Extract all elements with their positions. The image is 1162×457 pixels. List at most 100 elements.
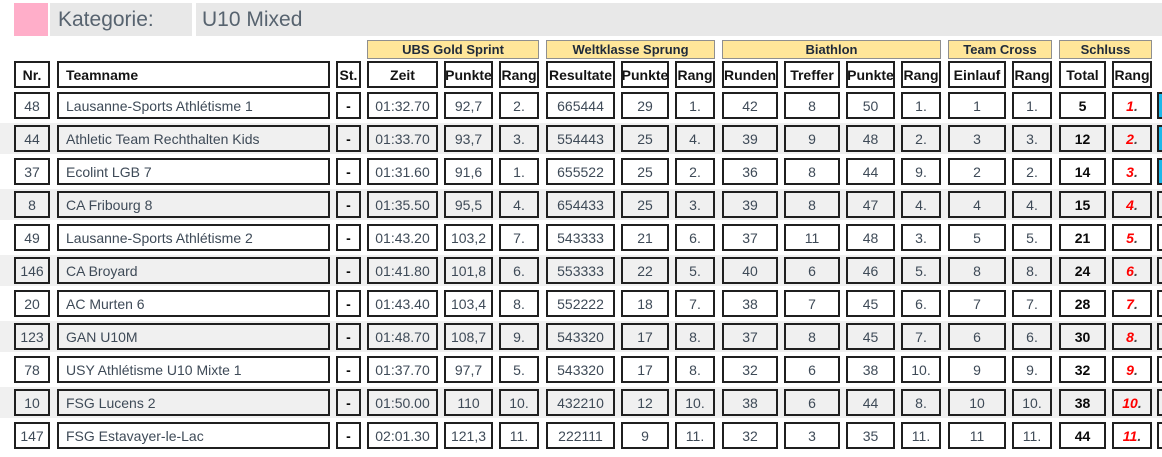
- biathlon-rang-cell[interactable]: 6.: [901, 290, 941, 317]
- biathlon-runden-cell[interactable]: 37: [722, 224, 778, 251]
- sprung-punkte-cell[interactable]: 12: [621, 389, 669, 416]
- biathlon-treffer-cell[interactable]: 8: [784, 323, 840, 350]
- schluss-rang-cell[interactable]: 5.: [1112, 224, 1152, 251]
- biathlon-rang-cell[interactable]: 3.: [901, 224, 941, 251]
- nr-cell[interactable]: 20: [14, 290, 50, 317]
- sprint-punkte-cell[interactable]: 93,7: [444, 125, 493, 152]
- total-cell[interactable]: 32: [1059, 356, 1106, 383]
- sprung-punkte-cell[interactable]: 18: [621, 290, 669, 317]
- nr-cell[interactable]: 146: [14, 257, 50, 284]
- sprint-zeit-cell[interactable]: 01:33.70: [367, 125, 438, 152]
- biathlon-punkte-cell[interactable]: 46: [846, 257, 895, 284]
- sprint-zeit-cell[interactable]: 01:37.70: [367, 356, 438, 383]
- biathlon-rang-cell[interactable]: 11.: [901, 422, 941, 449]
- schluss-rang-cell[interactable]: 3.: [1112, 158, 1152, 185]
- sprint-zeit-cell[interactable]: 01:50.00: [367, 389, 438, 416]
- biathlon-treffer-cell[interactable]: 6: [784, 257, 840, 284]
- sprint-rang-cell[interactable]: 10.: [499, 389, 539, 416]
- sprung-resultate-cell[interactable]: 665444: [546, 92, 615, 119]
- sprint-punkte-cell[interactable]: 103,4: [444, 290, 493, 317]
- sprint-punkte-cell[interactable]: 121,3: [444, 422, 493, 449]
- cross-einlauf-cell[interactable]: 1: [948, 92, 1006, 119]
- schluss-rang-cell[interactable]: 8.: [1112, 323, 1152, 350]
- biathlon-treffer-cell[interactable]: 6: [784, 389, 840, 416]
- st-cell[interactable]: -: [336, 290, 361, 317]
- sprung-punkte-cell[interactable]: 21: [621, 224, 669, 251]
- sprung-rang-cell[interactable]: 5.: [675, 257, 715, 284]
- biathlon-treffer-cell[interactable]: 7: [784, 290, 840, 317]
- sprint-punkte-cell[interactable]: 101,8: [444, 257, 493, 284]
- st-cell[interactable]: -: [336, 422, 361, 449]
- teamname-cell[interactable]: Lausanne-Sports Athlétisme 2: [57, 224, 330, 251]
- st-cell[interactable]: -: [336, 323, 361, 350]
- schluss-rang-cell[interactable]: 9.: [1112, 356, 1152, 383]
- sprint-zeit-cell[interactable]: 01:31.60: [367, 158, 438, 185]
- st-cell[interactable]: -: [336, 389, 361, 416]
- cross-rang-cell[interactable]: 9.: [1012, 356, 1052, 383]
- sprung-rang-cell[interactable]: 11.: [675, 422, 715, 449]
- biathlon-treffer-cell[interactable]: 8: [784, 158, 840, 185]
- sprung-rang-cell[interactable]: 8.: [675, 356, 715, 383]
- teamname-cell[interactable]: USY Athlétisme U10 Mixte 1: [57, 356, 330, 383]
- biathlon-punkte-cell[interactable]: 44: [846, 389, 895, 416]
- sprung-resultate-cell[interactable]: 222111: [546, 422, 615, 449]
- biathlon-punkte-cell[interactable]: 35: [846, 422, 895, 449]
- schluss-rang-cell[interactable]: 1.: [1112, 92, 1152, 119]
- teamname-cell[interactable]: Athletic Team Rechthalten Kids: [57, 125, 330, 152]
- cross-einlauf-cell[interactable]: 7: [948, 290, 1006, 317]
- sprung-punkte-cell[interactable]: 25: [621, 125, 669, 152]
- biathlon-rang-cell[interactable]: 4.: [901, 191, 941, 218]
- total-cell[interactable]: 21: [1059, 224, 1106, 251]
- total-cell[interactable]: 24: [1059, 257, 1106, 284]
- sprung-resultate-cell[interactable]: 543333: [546, 224, 615, 251]
- sprint-punkte-cell[interactable]: 91,6: [444, 158, 493, 185]
- biathlon-rang-cell[interactable]: 2.: [901, 125, 941, 152]
- biathlon-treffer-cell[interactable]: 6: [784, 356, 840, 383]
- sprint-zeit-cell[interactable]: 01:35.50: [367, 191, 438, 218]
- total-cell[interactable]: 5: [1059, 92, 1106, 119]
- biathlon-treffer-cell[interactable]: 9: [784, 125, 840, 152]
- biathlon-runden-cell[interactable]: 40: [722, 257, 778, 284]
- nr-cell[interactable]: 147: [14, 422, 50, 449]
- sprint-zeit-cell[interactable]: 01:41.80: [367, 257, 438, 284]
- cross-einlauf-cell[interactable]: 9: [948, 356, 1006, 383]
- biathlon-punkte-cell[interactable]: 48: [846, 125, 895, 152]
- sprung-rang-cell[interactable]: 1.: [675, 92, 715, 119]
- biathlon-punkte-cell[interactable]: 50: [846, 92, 895, 119]
- cross-rang-cell[interactable]: 5.: [1012, 224, 1052, 251]
- total-cell[interactable]: 12: [1059, 125, 1106, 152]
- sprint-rang-cell[interactable]: 4.: [499, 191, 539, 218]
- biathlon-runden-cell[interactable]: 39: [722, 191, 778, 218]
- sprung-resultate-cell[interactable]: 654433: [546, 191, 615, 218]
- sprung-rang-cell[interactable]: 2.: [675, 158, 715, 185]
- sprint-rang-cell[interactable]: 5.: [499, 356, 539, 383]
- schluss-rang-cell[interactable]: 6.: [1112, 257, 1152, 284]
- sprint-punkte-cell[interactable]: 95,5: [444, 191, 493, 218]
- teamname-cell[interactable]: CA Fribourg 8: [57, 191, 330, 218]
- sprung-rang-cell[interactable]: 10.: [675, 389, 715, 416]
- teamname-cell[interactable]: Lausanne-Sports Athlétisme 1: [57, 92, 330, 119]
- cross-rang-cell[interactable]: 3.: [1012, 125, 1052, 152]
- sprint-rang-cell[interactable]: 1.: [499, 158, 539, 185]
- sprint-rang-cell[interactable]: 6.: [499, 257, 539, 284]
- biathlon-punkte-cell[interactable]: 47: [846, 191, 895, 218]
- nr-cell[interactable]: 8: [14, 191, 50, 218]
- cross-rang-cell[interactable]: 2.: [1012, 158, 1052, 185]
- sprint-punkte-cell[interactable]: 108,7: [444, 323, 493, 350]
- teamname-cell[interactable]: CA Broyard: [57, 257, 330, 284]
- total-cell[interactable]: 14: [1059, 158, 1106, 185]
- biathlon-rang-cell[interactable]: 10.: [901, 356, 941, 383]
- total-cell[interactable]: 44: [1059, 422, 1106, 449]
- total-cell[interactable]: 38: [1059, 389, 1106, 416]
- sprung-resultate-cell[interactable]: 543320: [546, 323, 615, 350]
- st-cell[interactable]: -: [336, 224, 361, 251]
- sprint-zeit-cell[interactable]: 01:43.40: [367, 290, 438, 317]
- sprint-punkte-cell[interactable]: 110: [444, 389, 493, 416]
- total-cell[interactable]: 30: [1059, 323, 1106, 350]
- biathlon-runden-cell[interactable]: 42: [722, 92, 778, 119]
- st-cell[interactable]: -: [336, 92, 361, 119]
- total-cell[interactable]: 15: [1059, 191, 1106, 218]
- cross-einlauf-cell[interactable]: 2: [948, 158, 1006, 185]
- sprint-rang-cell[interactable]: 11.: [499, 422, 539, 449]
- sprung-punkte-cell[interactable]: 17: [621, 356, 669, 383]
